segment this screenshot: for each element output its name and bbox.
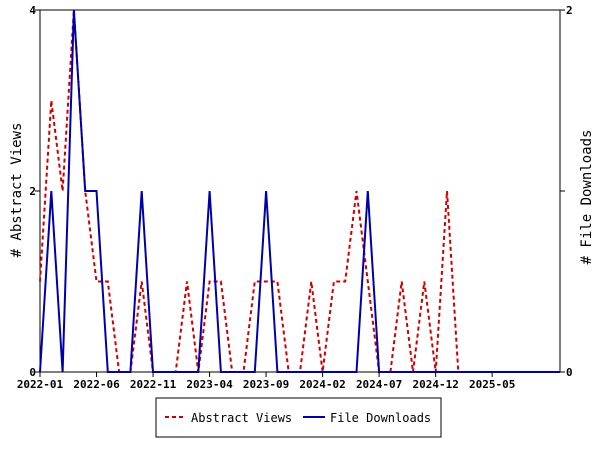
legend-label-views: Abstract Views — [191, 411, 292, 425]
y-left-tick-label: 2 — [29, 185, 36, 198]
x-tick-label: 2025-05 — [469, 378, 515, 391]
y-left-tick-label: 0 — [29, 366, 36, 379]
legend-box — [155, 397, 442, 438]
series-line-file-downloads — [39, 9, 560, 373]
y-right-tick-label: 0 — [566, 366, 573, 379]
x-tick-label: 2024-02 — [299, 378, 345, 391]
x-tick-label: 2022-06 — [73, 378, 120, 391]
y-right-tick-label: 2 — [566, 4, 573, 17]
x-tick-label: 2023-04 — [186, 378, 233, 391]
x-tick-label: 2022-11 — [130, 378, 177, 391]
x-tick-label: 2022-01 — [17, 378, 64, 391]
y-right-ticks: 02 — [560, 4, 573, 379]
y-left-tick-label: 4 — [29, 4, 36, 17]
legend-label-downloads: File Downloads — [330, 411, 431, 425]
legend: Abstract Views File Downloads — [155, 397, 442, 438]
x-axis-ticks: 2022-01 2022-06 2022-11 2023-04 2023-09 2024-… — [17, 372, 515, 391]
y-left-ticks: 0 2 4 — [29, 4, 40, 379]
x-tick-label: 2024-07 — [356, 378, 402, 391]
x-tick-label: 2023-09 — [243, 378, 289, 391]
x-tick-label: 2024-12 — [412, 378, 458, 391]
y-right-axis-title: # File Downloads — [579, 130, 595, 265]
y-left-axis-title: # Abstract Views — [9, 123, 25, 258]
